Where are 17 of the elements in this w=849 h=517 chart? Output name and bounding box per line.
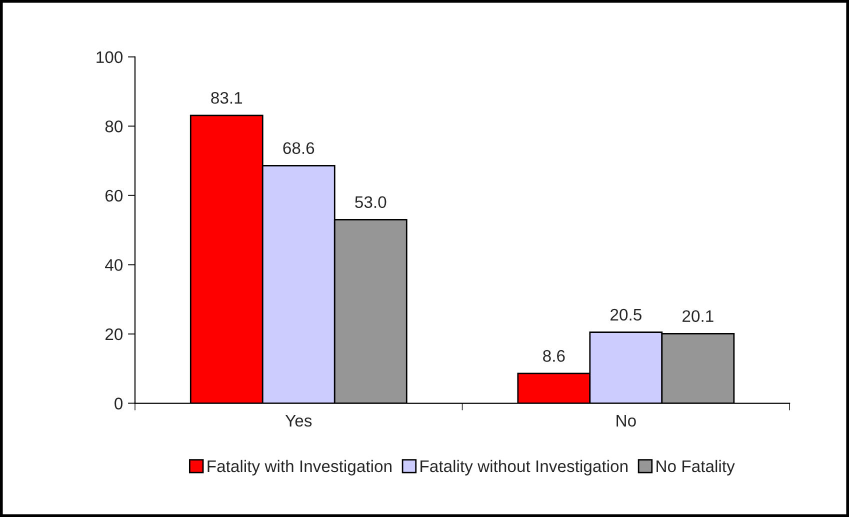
text: 8.6	[543, 350, 565, 362]
text: 20.5	[610, 308, 642, 321]
y-tick-label: 100	[96, 51, 123, 64]
text: 20.1	[682, 310, 714, 322]
text: 53.0	[355, 196, 386, 208]
legend-label: Fatality with Investigation	[208, 460, 392, 476]
y-tick-label: 20	[105, 328, 123, 340]
y-tick-label: 40	[105, 259, 123, 271]
legend-label: Fatality without Investigation	[420, 460, 628, 476]
x-tick-label: Yes	[285, 414, 312, 427]
y-tick-label: 80	[105, 120, 123, 132]
x-tick-label: No	[616, 414, 636, 427]
y-tick-label: 0	[114, 398, 123, 410]
legend-label: No Fatality	[656, 460, 735, 476]
text: 83.1	[211, 92, 242, 104]
y-tick-label: 60	[105, 190, 123, 202]
text: 68.6	[283, 142, 314, 154]
